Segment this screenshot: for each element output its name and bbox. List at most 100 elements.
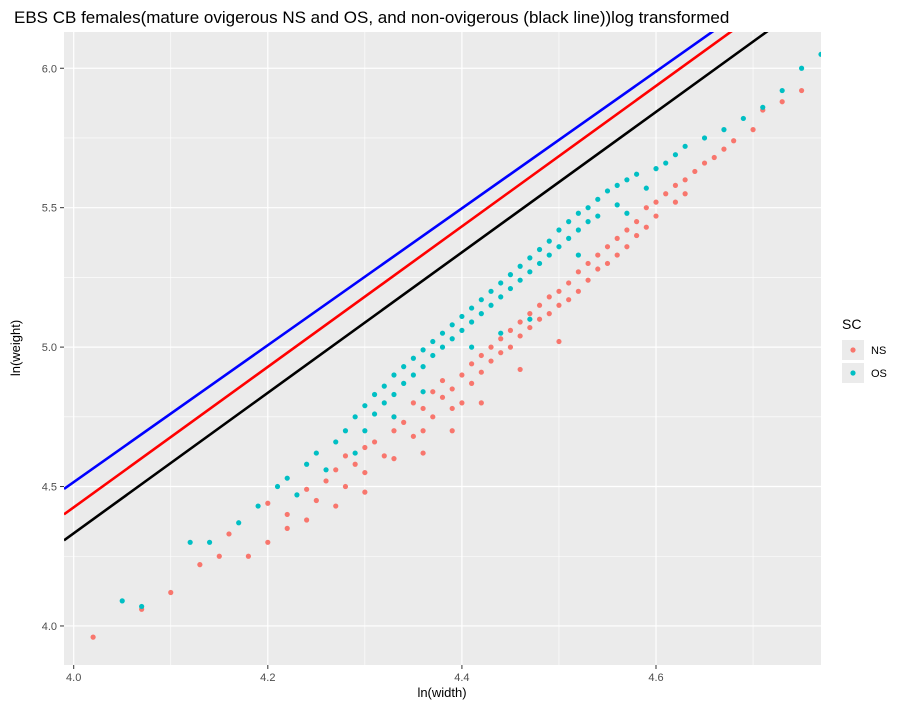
point-ns bbox=[653, 199, 659, 205]
point-os bbox=[391, 391, 397, 398]
point-ns bbox=[653, 213, 659, 219]
fit-line-non-ovigerous bbox=[64, 32, 769, 542]
point-os bbox=[206, 539, 213, 545]
point-os bbox=[556, 227, 562, 233]
point-ns bbox=[527, 324, 533, 331]
point-ns bbox=[410, 433, 416, 439]
legend-label-ns: NS bbox=[871, 345, 886, 357]
chart-title: EBS CB females(mature ovigerous NS and O… bbox=[14, 8, 729, 27]
point-ns bbox=[507, 344, 514, 350]
point-os bbox=[401, 380, 407, 386]
point-os bbox=[653, 166, 659, 172]
point-ns bbox=[507, 327, 514, 333]
point-ns bbox=[624, 244, 630, 250]
fit-line-ns bbox=[64, 32, 733, 516]
point-ns bbox=[362, 489, 368, 495]
point-os bbox=[546, 252, 552, 258]
point-os bbox=[478, 311, 484, 317]
point-os bbox=[255, 503, 261, 509]
point-os bbox=[342, 428, 349, 434]
point-ns bbox=[216, 553, 222, 559]
point-os bbox=[469, 344, 475, 350]
point-os bbox=[624, 210, 630, 216]
point-os bbox=[459, 313, 465, 320]
point-os bbox=[420, 389, 426, 395]
point-ns bbox=[701, 160, 708, 166]
point-os bbox=[498, 294, 504, 300]
point-ns bbox=[488, 344, 494, 350]
point-ns bbox=[410, 400, 416, 406]
point-ns bbox=[342, 453, 349, 459]
point-os bbox=[672, 152, 679, 158]
point-ns bbox=[304, 486, 310, 492]
point-os bbox=[313, 450, 319, 456]
point-ns bbox=[692, 168, 698, 175]
y-tick-label: 5.0 bbox=[42, 342, 57, 354]
point-os bbox=[536, 260, 543, 267]
point-os bbox=[614, 202, 620, 208]
point-ns bbox=[643, 205, 649, 211]
point-ns bbox=[711, 154, 717, 161]
point-os bbox=[798, 65, 805, 71]
point-ns bbox=[556, 302, 562, 308]
point-os bbox=[362, 403, 368, 409]
point-ns bbox=[323, 478, 329, 484]
point-os bbox=[430, 338, 436, 345]
point-os bbox=[546, 238, 552, 244]
point-ns bbox=[556, 288, 562, 294]
point-ns bbox=[498, 336, 504, 342]
point-ns bbox=[391, 428, 397, 434]
point-ns bbox=[371, 439, 378, 445]
point-ns bbox=[517, 366, 523, 373]
point-os bbox=[663, 160, 669, 166]
y-axis-ticks: 4.0 4.5 5.0 5.5 6.0 bbox=[42, 63, 64, 633]
point-os bbox=[585, 205, 591, 211]
point-os bbox=[391, 372, 397, 378]
x-axis-label: ln(width) bbox=[417, 685, 466, 700]
point-os bbox=[536, 246, 543, 253]
point-os bbox=[410, 355, 416, 361]
point-ns bbox=[595, 266, 601, 272]
point-ns bbox=[672, 182, 679, 188]
point-os bbox=[439, 330, 446, 336]
point-os bbox=[304, 461, 310, 467]
point-ns bbox=[333, 467, 339, 473]
point-os bbox=[721, 126, 727, 133]
point-ns bbox=[546, 294, 552, 300]
point-os bbox=[323, 467, 329, 473]
x-tick-label: 4.4 bbox=[454, 672, 469, 684]
point-ns bbox=[556, 338, 562, 345]
point-ns bbox=[304, 517, 310, 523]
point-os bbox=[391, 414, 397, 420]
point-os bbox=[381, 400, 387, 406]
point-ns bbox=[643, 224, 649, 230]
point-ns bbox=[566, 297, 572, 303]
point-os bbox=[449, 322, 455, 328]
point-os bbox=[333, 439, 339, 445]
legend-title: SC bbox=[842, 316, 861, 332]
point-ns bbox=[391, 456, 397, 462]
point-os bbox=[507, 272, 514, 278]
point-os bbox=[274, 483, 281, 490]
point-os bbox=[507, 285, 514, 292]
point-ns bbox=[352, 461, 358, 467]
point-ns bbox=[381, 453, 387, 459]
x-tick-label: 4.2 bbox=[260, 672, 275, 684]
point-os bbox=[604, 188, 611, 194]
point-os bbox=[634, 171, 640, 177]
point-ns bbox=[333, 503, 339, 509]
point-os bbox=[459, 327, 465, 333]
point-os bbox=[439, 344, 446, 350]
point-ns bbox=[265, 539, 271, 545]
legend: SC NS OS bbox=[842, 316, 887, 383]
point-os bbox=[566, 219, 572, 225]
point-os bbox=[527, 316, 533, 322]
point-ns bbox=[624, 227, 630, 233]
point-ns bbox=[604, 244, 611, 250]
point-os bbox=[371, 411, 378, 417]
point-ns bbox=[459, 372, 465, 378]
point-ns bbox=[245, 553, 251, 559]
point-ns bbox=[779, 99, 785, 105]
point-os bbox=[818, 51, 821, 57]
